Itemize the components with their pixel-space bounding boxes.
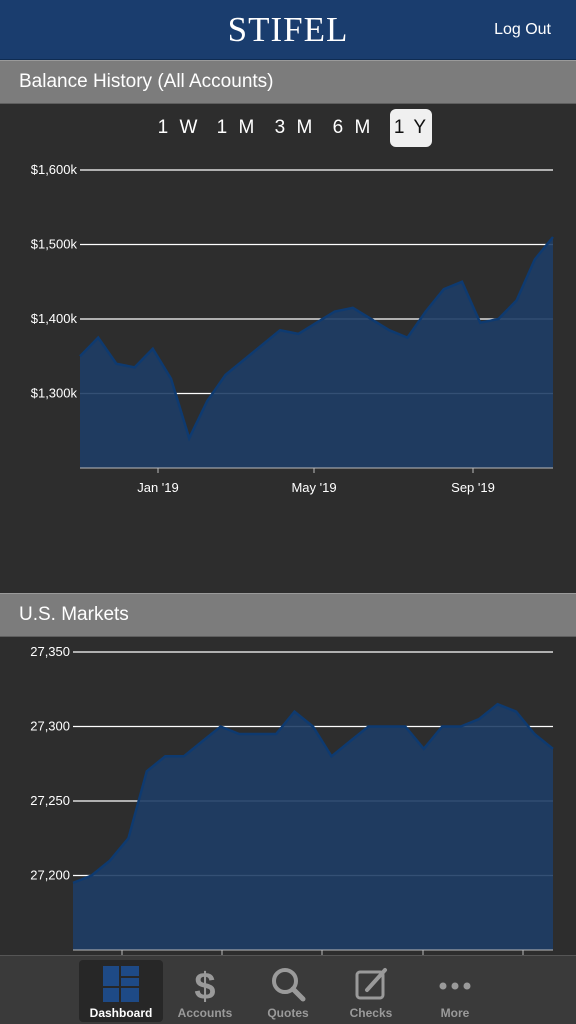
markets-section-bar: U.S. Markets bbox=[0, 593, 576, 637]
y-tick-label: $1,300k bbox=[31, 386, 78, 401]
pencil-box-icon bbox=[355, 968, 387, 1000]
tab-accounts-label: Accounts bbox=[177, 1006, 233, 1020]
dashboard-grid-icon bbox=[103, 966, 139, 1002]
tab-quotes-label: Quotes bbox=[267, 1006, 309, 1020]
y-tick-label: $1,400k bbox=[31, 311, 78, 326]
y-tick-label: 27,250 bbox=[30, 793, 70, 808]
tab-checks-label: Checks bbox=[349, 1006, 393, 1020]
dollar-icon: $ bbox=[194, 966, 215, 1004]
balance-section-title: Balance History (All Accounts) bbox=[19, 71, 274, 92]
balance-series-line bbox=[79, 236, 554, 442]
ellipsis-icon bbox=[439, 982, 471, 990]
y-tick-label: $1,500k bbox=[31, 237, 78, 252]
us-markets-chart: 27,350 27,300 27,250 27,200 bbox=[30, 644, 554, 955]
markets-section-title: U.S. Markets bbox=[19, 604, 129, 625]
range-selector: 1 W 1 M 3 M 6 M 1 Y bbox=[150, 109, 432, 147]
range-tab-1w[interactable]: 1 W bbox=[157, 117, 201, 138]
tab-dashboard-label: Dashboard bbox=[89, 1006, 153, 1020]
tab-quotes[interactable]: Quotes bbox=[246, 960, 330, 1022]
y-tick-label: 27,350 bbox=[30, 644, 70, 659]
bottom-tab-bar: Dashboard $ Accounts Quotes Checks bbox=[0, 955, 576, 1024]
markets-series-line bbox=[72, 702, 554, 885]
logout-button[interactable]: Log Out bbox=[494, 21, 551, 38]
balance-section-bar: Balance History (All Accounts) bbox=[0, 60, 576, 104]
top-header: STIFEL Log Out bbox=[0, 0, 576, 60]
markets-area-fill bbox=[73, 704, 553, 950]
range-tab-3m[interactable]: 3 M bbox=[274, 117, 316, 138]
range-tab-1y[interactable]: 1 Y bbox=[390, 109, 432, 147]
tab-dashboard[interactable]: Dashboard bbox=[79, 960, 163, 1022]
svg-text:$: $ bbox=[194, 966, 215, 1004]
x-tick-label: Sep '19 bbox=[451, 480, 495, 495]
tab-more[interactable]: More bbox=[413, 960, 497, 1022]
y-tick-label: 27,300 bbox=[30, 719, 70, 734]
brand-logo: STIFEL bbox=[227, 10, 349, 49]
y-tick-label: 27,200 bbox=[30, 868, 70, 883]
tab-checks[interactable]: Checks bbox=[329, 960, 413, 1022]
x-tick-label: Jan '19 bbox=[137, 480, 179, 495]
y-tick-label: $1,600k bbox=[31, 162, 78, 177]
tab-more-label: More bbox=[440, 1006, 470, 1020]
range-tab-1m[interactable]: 1 M bbox=[216, 117, 258, 138]
balance-area-fill bbox=[80, 237, 553, 468]
x-tick-label: May '19 bbox=[291, 480, 336, 495]
range-tab-6m[interactable]: 6 M bbox=[332, 117, 374, 138]
magnifier-icon bbox=[272, 968, 306, 1002]
tab-accounts[interactable]: $ Accounts bbox=[163, 960, 247, 1022]
balance-history-chart: $1,600k $1,500k $1,400k $1,300k Jan '19 May '… bbox=[31, 162, 554, 495]
